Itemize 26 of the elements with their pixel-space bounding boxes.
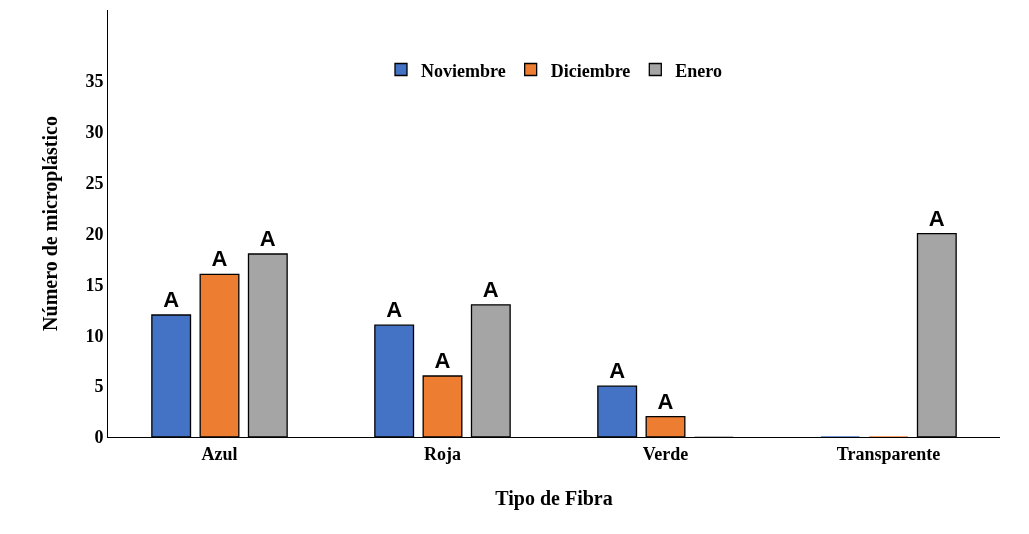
- y-tick-label: 15: [85, 274, 104, 295]
- y-tick-label: 0: [94, 427, 104, 448]
- data-label: A: [657, 388, 674, 414]
- legend-label: Noviembre: [421, 60, 506, 81]
- data-label: A: [482, 276, 499, 302]
- x-tick-label: Roja: [424, 443, 461, 464]
- x-tick-label: Verde: [642, 443, 689, 464]
- x-tick-label: Transparente: [836, 443, 941, 464]
- data-label: A: [928, 205, 945, 231]
- y-axis-title: Número de microplástico: [38, 116, 62, 331]
- legend-label: Enero: [675, 60, 722, 81]
- x-axis-title: Tipo de Fibra: [495, 487, 613, 511]
- data-label: A: [609, 358, 626, 384]
- y-tick-label: 35: [85, 71, 104, 92]
- y-tick-label: 5: [94, 376, 104, 397]
- data-label: A: [386, 297, 403, 323]
- y-tick-label: 25: [85, 173, 104, 194]
- data-label: A: [211, 246, 228, 272]
- y-tick-label: 10: [85, 325, 104, 346]
- data-label: A: [163, 287, 180, 312]
- x-tick-label: Azul: [201, 443, 238, 464]
- legend-label: Diciembre: [550, 60, 631, 81]
- y-tick-label: 30: [85, 122, 104, 143]
- y-tick-label: 20: [85, 223, 104, 244]
- data-label: A: [434, 348, 451, 373]
- data-label: A: [259, 226, 276, 251]
